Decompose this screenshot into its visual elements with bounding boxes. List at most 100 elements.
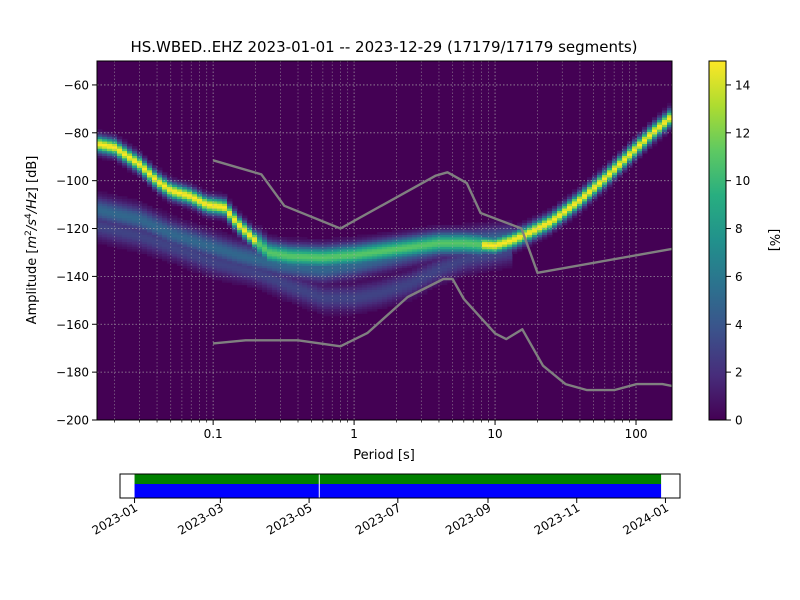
density-cell: [237, 220, 243, 223]
density-cell: [652, 119, 658, 123]
density-cell: [237, 241, 243, 245]
density-cell: [417, 234, 423, 238]
density-cell: [207, 234, 213, 238]
density-cell: [377, 239, 383, 243]
density-cell: [107, 205, 113, 209]
density-cell: [457, 224, 463, 228]
density-cell: [237, 222, 243, 226]
density-cell: [342, 313, 348, 317]
density-cell: [367, 299, 373, 302]
density-cell: [217, 196, 223, 200]
density-cell: [417, 263, 423, 267]
density-cell: [167, 232, 173, 235]
density-cell: [237, 239, 243, 243]
density-cell: [207, 272, 213, 276]
density-cell: [417, 232, 423, 235]
density-cell: [652, 136, 658, 140]
density-cell: [147, 210, 153, 214]
density-cell: [392, 256, 398, 259]
density-cell: [207, 203, 213, 207]
density-cell: [212, 244, 218, 247]
x-tick-label: 10: [487, 427, 502, 441]
density-cell: [442, 256, 448, 259]
density-cell: [117, 198, 123, 202]
density-cell: [402, 268, 408, 271]
density-cell: [292, 279, 298, 283]
density-cell: [382, 279, 388, 283]
density-cell: [607, 179, 613, 183]
density-cell: [162, 239, 168, 243]
density-cell: [542, 224, 548, 228]
density-cell: [162, 196, 168, 200]
density-cell: [127, 246, 133, 250]
density-cell: [147, 174, 153, 178]
density-cell: [332, 294, 338, 298]
density-cell: [347, 251, 353, 255]
density-cell: [427, 279, 433, 283]
density-cell: [107, 157, 113, 161]
density-cell: [622, 160, 628, 164]
density-cell: [277, 236, 283, 240]
density-cell: [137, 234, 143, 238]
density-cell: [627, 160, 633, 164]
density-cell: [422, 246, 428, 250]
density-cell: [147, 205, 153, 209]
density-cell: [352, 241, 358, 245]
density-cell: [97, 222, 103, 226]
density-cell: [312, 279, 318, 283]
density-cell: [637, 145, 643, 149]
density-cell: [187, 208, 193, 211]
density-cell: [212, 215, 218, 219]
density-cell: [122, 196, 128, 200]
density-cell: [207, 191, 213, 195]
density-cell: [167, 198, 173, 202]
density-cell: [232, 208, 238, 211]
density-cell: [202, 208, 208, 211]
density-cell: [152, 241, 158, 245]
density-cell: [352, 270, 358, 274]
density-cell: [572, 191, 578, 195]
density-cell: [322, 272, 328, 276]
density-cell: [617, 165, 623, 168]
density-cell: [222, 258, 228, 262]
density-cell: [187, 253, 193, 257]
density-cell: [142, 224, 148, 228]
density-cell: [287, 296, 293, 300]
date-tick-label: 2023-03: [175, 500, 225, 537]
density-cell: [182, 263, 188, 267]
density-cell: [407, 234, 413, 238]
density-cell: [252, 236, 258, 240]
density-cell: [387, 272, 393, 276]
density-cell: [157, 174, 163, 178]
density-cell: [432, 244, 438, 247]
density-cell: [157, 239, 163, 243]
density-cell: [497, 232, 503, 235]
density-cell: [102, 148, 108, 152]
density-cell: [117, 143, 123, 147]
density-cell: [172, 181, 178, 185]
density-cell: [327, 284, 333, 288]
density-cell: [647, 145, 653, 149]
density-cell: [472, 234, 478, 238]
density-cell: [287, 291, 293, 295]
density-cell: [322, 251, 328, 255]
density-cell: [107, 220, 113, 223]
density-cell: [232, 236, 238, 240]
density-cell: [107, 148, 113, 152]
density-cell: [267, 289, 273, 293]
density-cell: [387, 303, 393, 307]
density-cell: [352, 306, 358, 310]
density-cell: [527, 222, 533, 226]
density-cell: [637, 155, 643, 159]
density-cell: [262, 270, 268, 274]
density-cell: [377, 301, 383, 305]
density-cell: [172, 220, 178, 223]
density-cell: [522, 229, 528, 233]
density-cell: [452, 256, 458, 259]
plot-frame: [96, 60, 673, 421]
density-cell: [172, 244, 178, 247]
density-cell: [357, 272, 363, 276]
density-cell: [417, 268, 423, 271]
density-cell: [552, 222, 558, 226]
density-cell: [647, 134, 653, 137]
